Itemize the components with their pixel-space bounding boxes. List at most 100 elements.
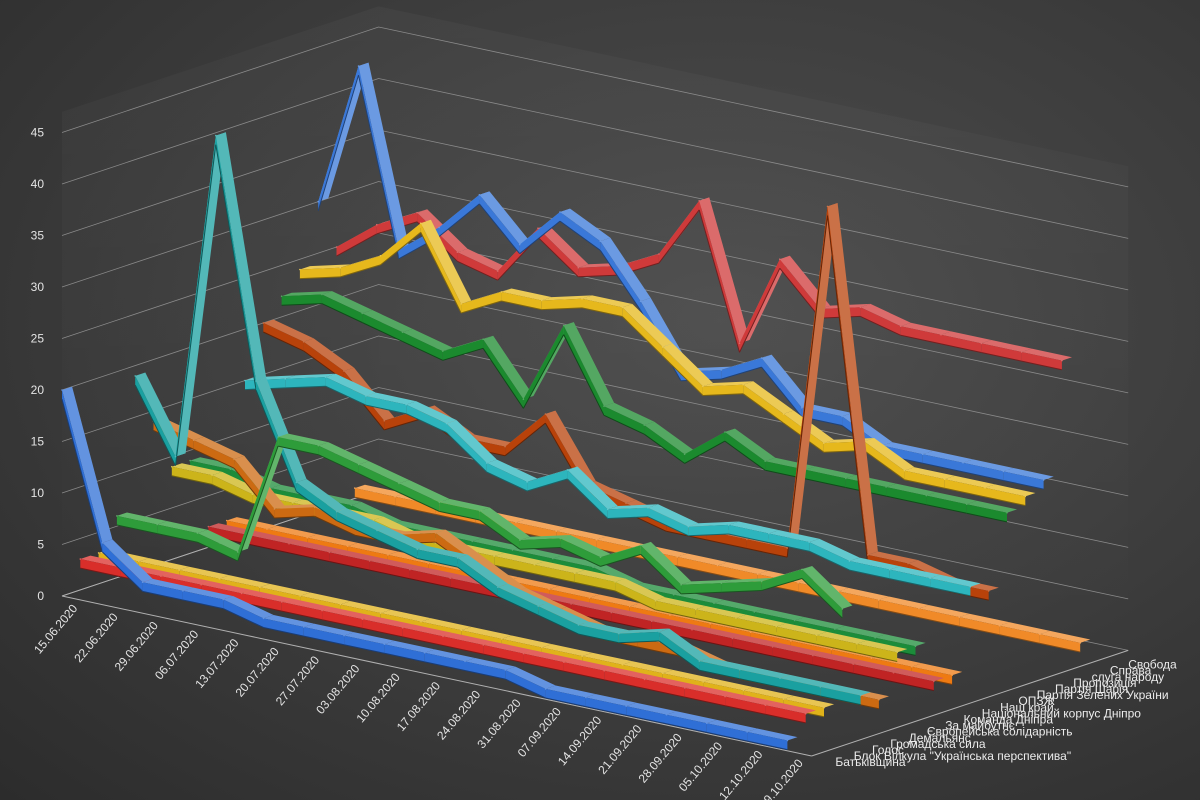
data-point bbox=[808, 541, 810, 543]
data-point bbox=[969, 586, 972, 588]
ribbon-top-face bbox=[812, 652, 864, 665]
ribbon-top-face bbox=[600, 541, 651, 558]
ribbon-edge bbox=[358, 473, 400, 493]
ribbon-top-face bbox=[318, 442, 369, 465]
data-point bbox=[899, 325, 902, 328]
data-point bbox=[570, 603, 572, 605]
ribbon-front-face bbox=[739, 669, 780, 688]
ribbon-top-face bbox=[886, 483, 937, 496]
ribbon-top-face bbox=[655, 597, 706, 610]
data-point bbox=[324, 376, 327, 378]
ribbon-top-face bbox=[747, 728, 798, 741]
ribbon-top-face bbox=[688, 521, 739, 527]
series-ribbon bbox=[244, 373, 981, 597]
ribbon-top-face bbox=[1003, 468, 1054, 480]
ribbon-edge bbox=[263, 331, 304, 352]
ribbon-top-face bbox=[527, 466, 578, 482]
ribbon-front-face bbox=[417, 549, 458, 568]
ribbon-front-face bbox=[193, 440, 235, 469]
y-tick-label: 20 bbox=[31, 383, 45, 397]
data-point bbox=[376, 529, 378, 532]
ribbon-front-face bbox=[527, 469, 568, 491]
series-ribbon bbox=[262, 203, 999, 601]
ribbon-front-face bbox=[377, 530, 418, 559]
ribbon-top-face bbox=[563, 658, 615, 671]
ribbon-edge bbox=[299, 276, 341, 280]
data-point bbox=[225, 519, 228, 522]
data-point bbox=[599, 556, 602, 559]
ribbon-front-face bbox=[479, 194, 520, 254]
ribbon-front-face bbox=[344, 635, 385, 654]
ribbon-edge bbox=[779, 267, 821, 319]
ribbon-top-face bbox=[424, 649, 476, 662]
ribbon-front-face bbox=[519, 538, 561, 550]
ribbon-top-face bbox=[303, 338, 354, 371]
ribbon-edge bbox=[522, 334, 565, 409]
data-point bbox=[588, 597, 591, 599]
ribbon-edge bbox=[820, 695, 861, 706]
ribbon-front-face bbox=[263, 618, 304, 637]
data-point bbox=[171, 465, 173, 468]
ribbon-top-face bbox=[662, 343, 713, 387]
ribbon-top-face bbox=[600, 237, 651, 302]
ribbon-top-face bbox=[475, 558, 527, 592]
ribbon-front-face bbox=[677, 556, 718, 575]
ribbon-edge bbox=[776, 635, 817, 645]
ribbon-front-face bbox=[322, 610, 363, 629]
ribbon-top-face bbox=[541, 644, 593, 657]
data-point bbox=[61, 389, 63, 391]
ribbon-top-face bbox=[801, 404, 853, 417]
ribbon-front-face bbox=[662, 346, 703, 396]
data-point bbox=[614, 581, 616, 583]
ribbon-front-face bbox=[765, 461, 806, 479]
ribbon-top-face bbox=[116, 512, 168, 525]
data-point bbox=[640, 544, 642, 547]
ribbon-top-face bbox=[395, 529, 446, 535]
ribbon-front-face bbox=[505, 414, 546, 456]
ribbon-edge bbox=[827, 215, 869, 565]
ribbon-edge bbox=[644, 688, 685, 698]
data-point bbox=[654, 600, 657, 602]
ribbon-edge bbox=[255, 390, 297, 492]
ribbon-front-face bbox=[256, 381, 297, 492]
ribbon-front-face bbox=[483, 339, 524, 409]
data-point bbox=[658, 253, 660, 255]
ribbon-edge bbox=[761, 578, 803, 591]
ribbon-edge bbox=[365, 404, 407, 415]
ribbon-edge bbox=[175, 144, 217, 466]
ribbon-top-face bbox=[714, 599, 765, 612]
ribbon-front-face bbox=[688, 524, 729, 536]
ribbon-top-face bbox=[501, 288, 552, 301]
ribbon-top-face bbox=[717, 562, 768, 575]
ribbon-top-face bbox=[322, 607, 373, 620]
ribbon-edge bbox=[215, 144, 257, 391]
ribbon-front-face bbox=[563, 662, 605, 680]
ribbon-edge bbox=[614, 590, 656, 611]
data-point bbox=[460, 303, 462, 305]
ribbon-front-face bbox=[812, 655, 854, 674]
ribbon-front-face bbox=[534, 564, 575, 583]
data-point bbox=[434, 532, 437, 534]
ribbon-front-face bbox=[966, 504, 1007, 522]
ribbon-top-face bbox=[1039, 630, 1091, 643]
ribbon-top-face bbox=[256, 377, 307, 483]
ribbon-top-face bbox=[461, 626, 512, 639]
ribbon-front-face bbox=[721, 358, 762, 380]
data-point bbox=[650, 620, 653, 622]
ribbon-front-face bbox=[728, 524, 769, 543]
ribbon-top-face bbox=[684, 684, 736, 697]
ribbon-top-face bbox=[420, 219, 472, 304]
ribbon-edge bbox=[277, 445, 319, 456]
ribbon-top-face bbox=[457, 248, 508, 272]
ribbon-top-face bbox=[483, 641, 534, 654]
ribbon-front-face bbox=[838, 591, 879, 609]
data-point bbox=[669, 614, 671, 616]
data-point bbox=[416, 211, 418, 214]
y-tick-label: 35 bbox=[31, 229, 45, 243]
ribbon-front-face bbox=[893, 672, 934, 691]
data-point bbox=[189, 459, 191, 462]
y-tick-label: 45 bbox=[31, 126, 45, 140]
ribbon-front-face bbox=[362, 619, 403, 637]
ribbon-front-face bbox=[325, 377, 366, 406]
ribbon-front-face bbox=[263, 322, 304, 351]
